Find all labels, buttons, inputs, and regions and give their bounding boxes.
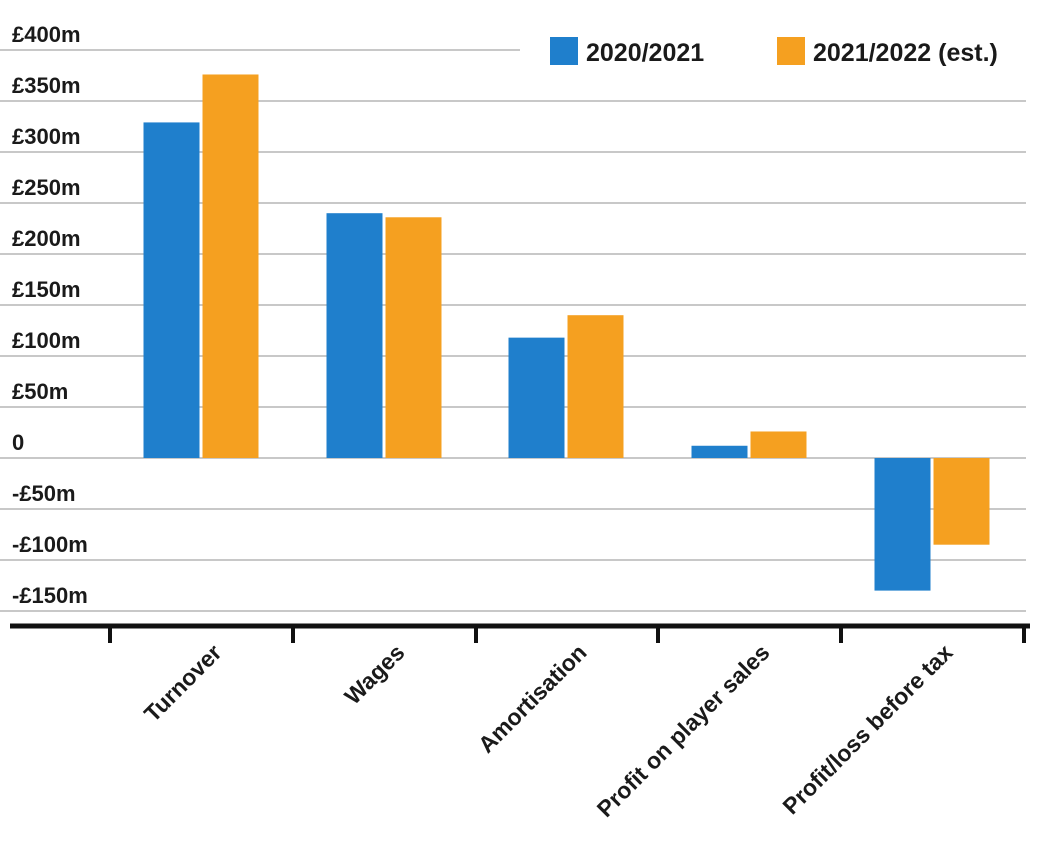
bar-series2-profit-loss-before-tax xyxy=(933,458,990,545)
x-axis-category-labels: Turnover Wages Amortisation Profit on playe… xyxy=(139,639,958,822)
y-tick-label: £150m xyxy=(12,277,81,302)
y-tick-label: £100m xyxy=(12,328,81,353)
y-tick-label: -£50m xyxy=(12,481,76,506)
y-tick-label: £300m xyxy=(12,124,81,149)
y-tick-label: £250m xyxy=(12,175,81,200)
legend-label: 2020/2021 xyxy=(586,39,704,67)
bar-series1-profit-on-player-sales xyxy=(691,445,748,458)
y-tick-label: £200m xyxy=(12,226,81,251)
bar-series1-amortisation xyxy=(508,337,565,458)
legend: 2020/2021 2021/2022 (est.) xyxy=(550,37,998,67)
x-category-label: Wages xyxy=(339,639,409,709)
x-axis xyxy=(10,623,1030,643)
bar-series2-wages xyxy=(385,217,442,458)
y-tick-label: 0 xyxy=(12,430,24,455)
bar-series1-turnover xyxy=(143,122,200,459)
y-tick-label: -£100m xyxy=(12,532,88,557)
legend-swatch xyxy=(550,37,578,65)
y-axis-tick-labels: £400m £350m £300m £250m £200m £150m £100m £50m 0… xyxy=(12,22,88,608)
bars xyxy=(143,74,990,591)
x-category-label: Amortisation xyxy=(473,639,592,758)
legend-swatch xyxy=(777,37,805,65)
y-tick-label: £50m xyxy=(12,379,68,404)
y-tick-label: -£150m xyxy=(12,583,88,608)
bar-series1-profit-loss-before-tax xyxy=(874,458,931,591)
x-category-label: Profit on player sales xyxy=(592,639,775,822)
x-category-label: Turnover xyxy=(139,639,227,727)
bar-series2-turnover xyxy=(202,74,259,458)
bar-series2-profit-on-player-sales xyxy=(750,431,807,458)
y-tick-label: £350m xyxy=(12,73,81,98)
bar-series2-amortisation xyxy=(567,315,624,458)
bar-series1-wages xyxy=(326,213,383,458)
y-tick-label: £400m xyxy=(12,22,81,47)
legend-label: 2021/2022 (est.) xyxy=(813,39,998,67)
x-category-label: Profit/loss before tax xyxy=(777,639,957,819)
